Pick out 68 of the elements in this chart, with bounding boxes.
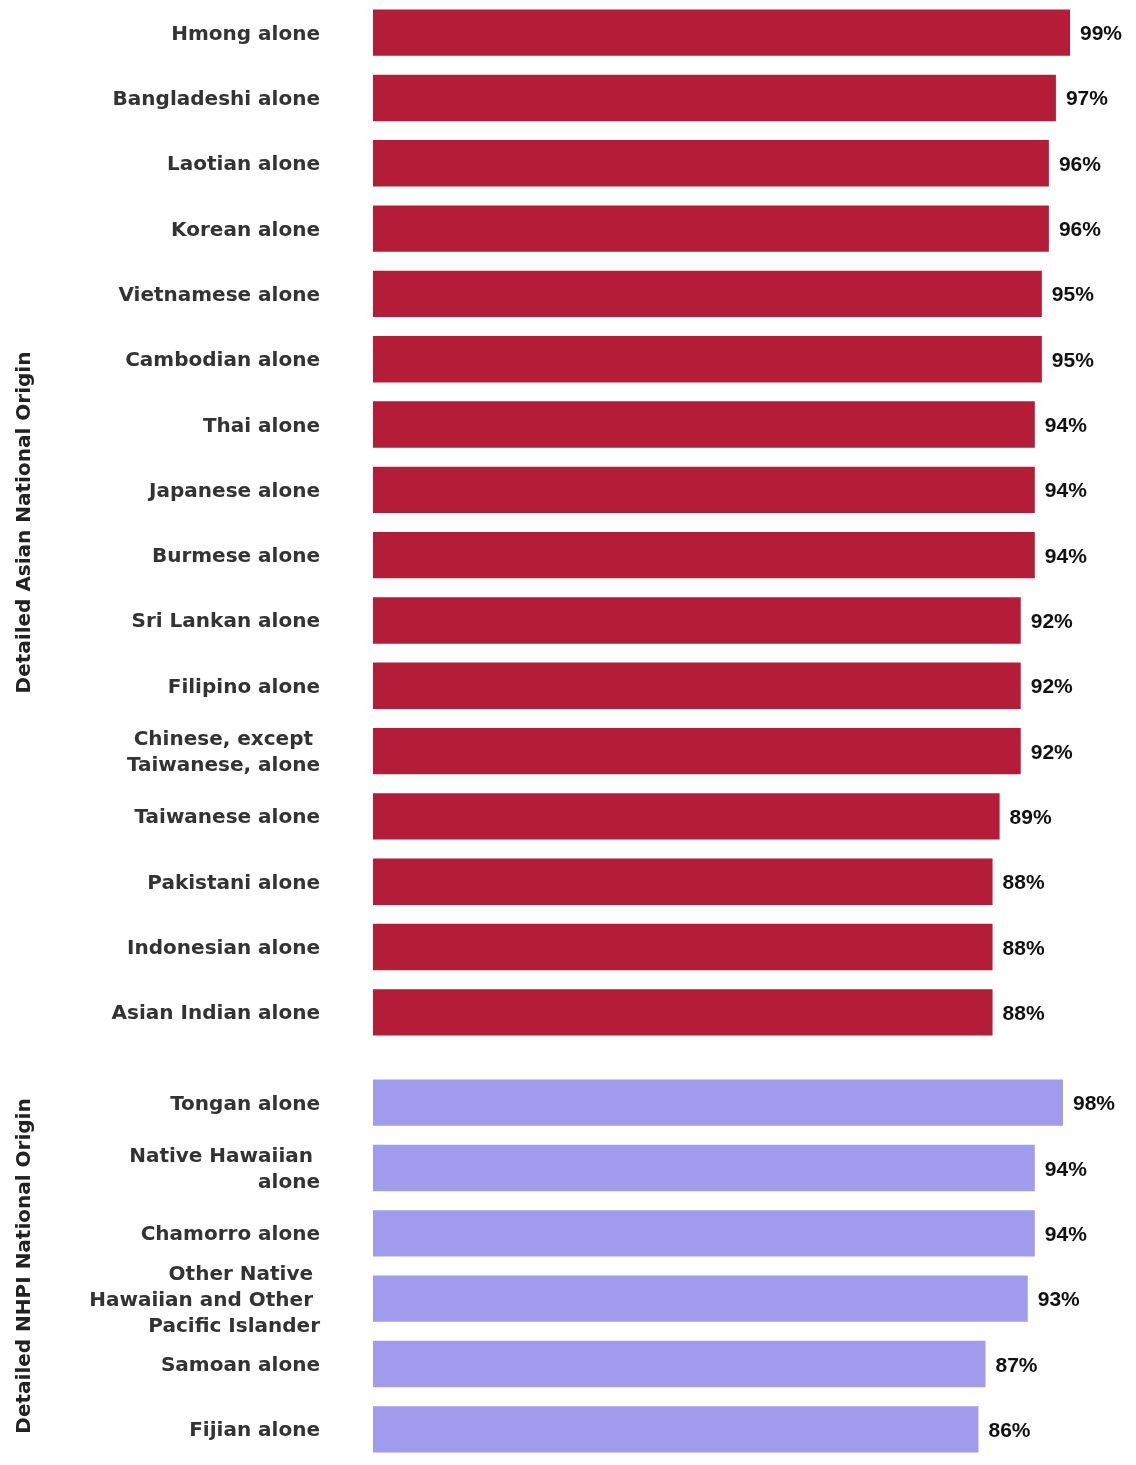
y-tick-label: Hmong alone	[171, 20, 320, 45]
data-label: 94%	[1044, 1156, 1088, 1180]
data-label: 87%	[995, 1352, 1038, 1376]
bar	[373, 531, 1035, 579]
bar	[373, 662, 1021, 709]
y-tick-label: Fijian alone	[189, 1417, 320, 1442]
y-tick-label: Japanese alone	[147, 477, 320, 502]
data-label: 95%	[1051, 282, 1095, 306]
data-label: 88%	[1002, 1000, 1045, 1024]
y-tick-label: Burmese alone	[151, 543, 320, 568]
y-tick-label: Laotian alone	[167, 151, 320, 176]
y-tick-label: Indonesian alone	[127, 935, 320, 960]
data-label: 92%	[1030, 608, 1074, 632]
data-label: 97%	[1065, 86, 1109, 110]
bar	[373, 1144, 1035, 1192]
data-label: 88%	[1002, 935, 1045, 959]
y-tick-label: Filipino alone	[167, 673, 320, 698]
bar	[373, 205, 1049, 252]
data-label: 94%	[1044, 1221, 1088, 1245]
data-label: 95%	[1051, 347, 1095, 371]
bar	[373, 9, 1070, 56]
bar	[373, 270, 1042, 318]
data-label: 92%	[1030, 739, 1074, 763]
bar	[373, 1275, 1028, 1322]
y-tick-label: Sri Lankan alone	[131, 608, 320, 633]
data-label: 96%	[1058, 151, 1102, 175]
bar	[373, 336, 1042, 383]
bar	[373, 727, 1021, 775]
y-tick-label: Other Native Hawaiian and Other Pacific Islander	[89, 1260, 321, 1337]
y-tick-label: Vietnamese alone	[118, 281, 320, 306]
y-tick-label: Cambodian alone	[125, 347, 320, 372]
bar	[373, 466, 1035, 514]
data-label: 98%	[1072, 1091, 1116, 1115]
y-tick-label: Tongan alone	[170, 1090, 320, 1115]
bar	[373, 1406, 979, 1453]
bar	[373, 74, 1056, 122]
bar	[373, 1079, 1063, 1126]
y-tick-label: Samoan alone	[160, 1352, 320, 1376]
data-label: 93%	[1037, 1287, 1081, 1311]
y-tick-label: Chinese, except Taiwanese, alone	[126, 726, 320, 777]
y-tick-label: Asian Indian alone	[111, 1000, 320, 1025]
y-tick-label: Korean alone	[171, 216, 320, 241]
y-tick-label: Taiwanese alone	[134, 804, 320, 829]
bar	[373, 793, 1000, 840]
bar	[373, 923, 993, 971]
data-label: 89%	[1009, 804, 1052, 828]
y-tick-label: Pakistani alone	[147, 869, 320, 894]
y-axis-title: Detailed Asian National Origin	[11, 351, 35, 694]
y-tick-label: Chamorro alone	[140, 1221, 320, 1246]
bar	[373, 858, 993, 905]
data-label: 86%	[988, 1417, 1031, 1441]
data-label: 94%	[1044, 543, 1088, 567]
bar	[373, 140, 1049, 187]
data-label: 99%	[1080, 21, 1123, 45]
bar	[373, 989, 993, 1036]
data-label: 96%	[1058, 217, 1102, 241]
bar	[373, 1210, 1035, 1257]
bar	[373, 597, 1021, 644]
y-tick-label: Bangladeshi alone	[112, 85, 320, 110]
y-axis-title: Detailed NHPI National Origin	[11, 1098, 35, 1434]
data-label: 94%	[1044, 413, 1088, 437]
y-tick-label: Native Hawaiian alone	[129, 1143, 320, 1193]
y-tick-label: Thai alone	[202, 412, 320, 437]
bar	[373, 1340, 986, 1388]
data-label: 94%	[1044, 478, 1088, 502]
data-label: 88%	[1002, 870, 1045, 894]
data-label: 92%	[1030, 674, 1074, 698]
bar	[373, 401, 1035, 448]
